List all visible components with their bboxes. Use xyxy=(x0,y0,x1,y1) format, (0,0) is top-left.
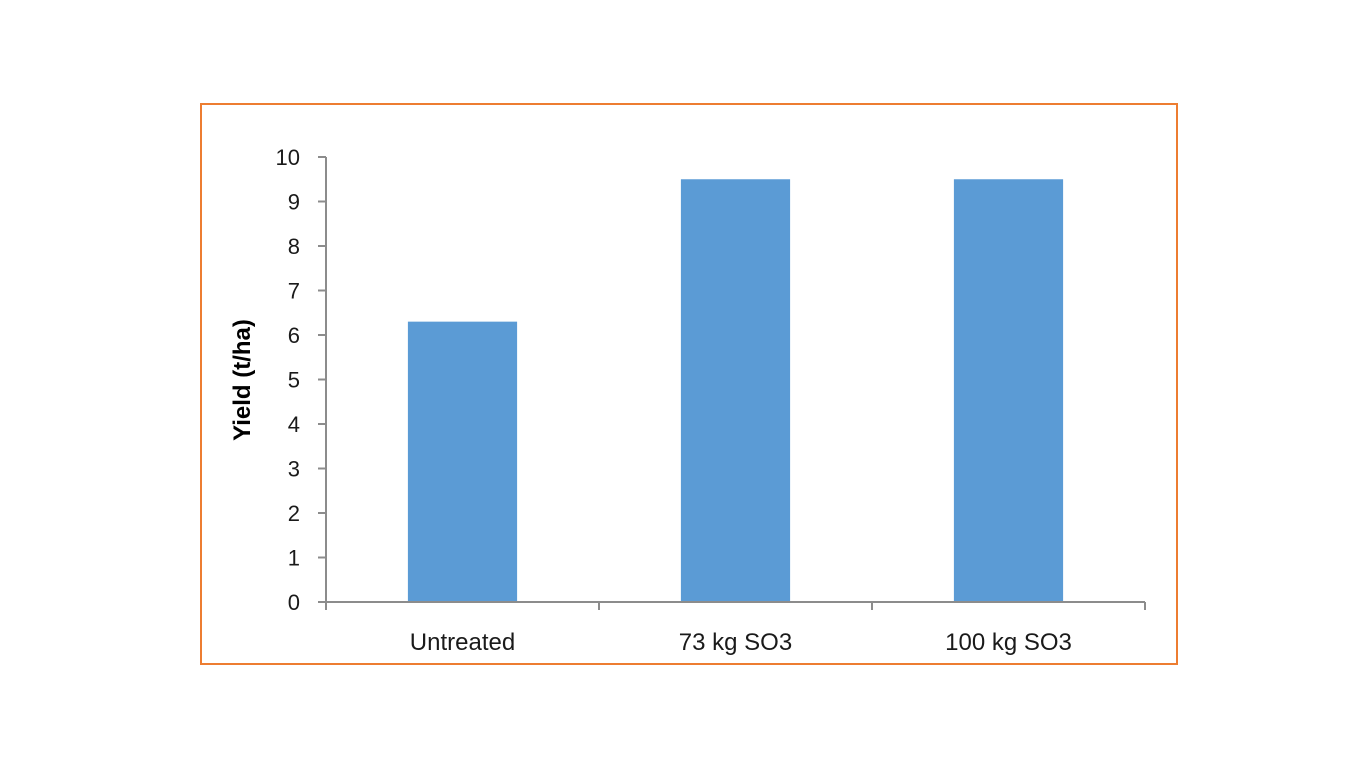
y-tick-label: 8 xyxy=(288,234,300,259)
y-tick-label: 4 xyxy=(288,412,300,437)
y-axis-title: Yield (t/ha) xyxy=(229,319,256,441)
y-tick-label: 1 xyxy=(288,546,300,571)
bars-layer xyxy=(407,179,1064,602)
bar-1 xyxy=(680,179,791,602)
y-tick-label: 2 xyxy=(288,501,300,526)
y-tick-label: 3 xyxy=(288,457,300,482)
y-tick-label: 10 xyxy=(276,145,300,170)
bar-2 xyxy=(953,179,1064,602)
category-label: Untreated xyxy=(410,629,515,656)
category-label: 73 kg SO3 xyxy=(679,629,792,656)
y-tick-label: 9 xyxy=(288,190,300,215)
category-label: 100 kg SO3 xyxy=(945,629,1072,656)
y-tick-label: 7 xyxy=(288,279,300,304)
y-tick-label: 6 xyxy=(288,323,300,348)
y-tick-label: 5 xyxy=(288,368,300,393)
bar-0 xyxy=(407,321,518,602)
y-tick-label: 0 xyxy=(288,590,300,615)
labels-layer: 0 1 2 3 4 5 6 7 8 9 10 Untreated 73 kg SO3 100 kg SO3 xyxy=(276,145,1072,656)
axes-layer xyxy=(318,156,1146,610)
